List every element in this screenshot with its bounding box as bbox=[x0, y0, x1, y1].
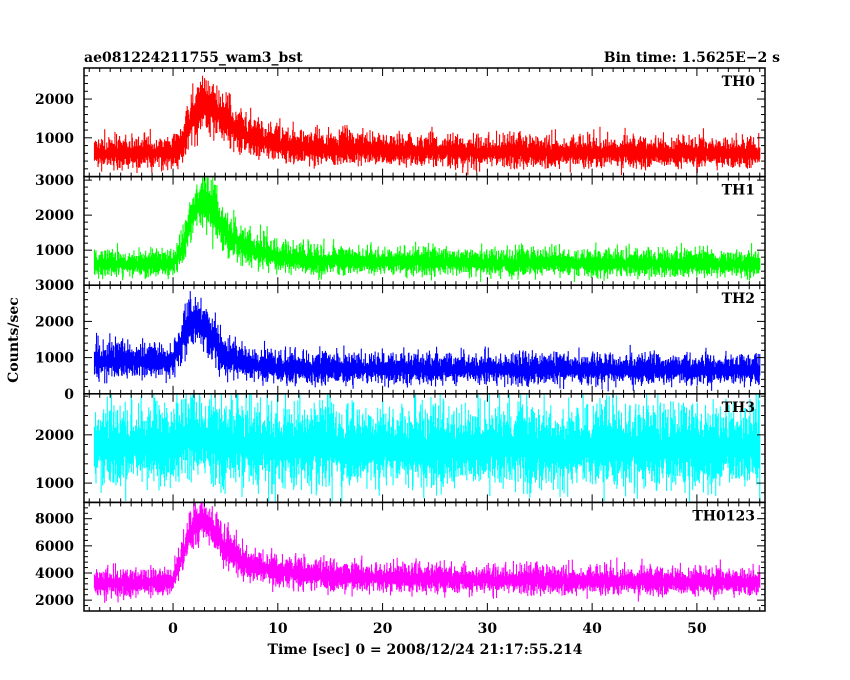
y-tick-label: 0 bbox=[64, 387, 74, 403]
series-th1 bbox=[93, 176, 761, 282]
x-tick-label: 30 bbox=[478, 621, 498, 637]
y-tick-label: 4000 bbox=[35, 566, 74, 582]
panel-th0: 1000 2000 TH0 bbox=[35, 67, 766, 178]
series-th2 bbox=[93, 291, 761, 392]
x-tick-label: 20 bbox=[373, 621, 393, 637]
x-tick-label: 50 bbox=[687, 621, 707, 637]
series-th0 bbox=[93, 75, 761, 176]
y-tick-label: 1000 bbox=[35, 131, 74, 147]
panel-label: TH1 bbox=[722, 183, 755, 199]
y-tick-label: 1000 bbox=[35, 476, 74, 492]
x-axis-label: Time [sec] 0 = 2008/12/24 21:17:55.214 bbox=[268, 642, 583, 658]
panel-label: TH0 bbox=[722, 74, 756, 90]
series-th3 bbox=[93, 393, 761, 503]
panel-th3: 1000 2000 TH3 bbox=[35, 393, 766, 504]
y-axis-label: Counts/sec bbox=[6, 297, 22, 383]
panel-th1: 0 1000 2000 3000 TH1 bbox=[35, 173, 766, 294]
y-tick-label: 2000 bbox=[35, 208, 74, 224]
panel-label: TH0123 bbox=[692, 508, 755, 524]
y-tick-label: 1000 bbox=[35, 351, 74, 367]
panel-label: TH2 bbox=[722, 291, 755, 307]
y-tick-label: 2000 bbox=[35, 92, 74, 108]
y-tick-label: 3000 bbox=[35, 173, 74, 189]
panel-th2: 0 1000 2000 3000 TH2 bbox=[35, 278, 766, 403]
panels-group: 10002000TH00100020003000TH10100020003000… bbox=[35, 67, 766, 637]
y-tick-label: 2000 bbox=[35, 314, 74, 330]
series-th0123 bbox=[93, 502, 761, 603]
x-tick-label: 0 bbox=[168, 621, 178, 637]
y-tick-label: 6000 bbox=[35, 539, 74, 555]
y-tick-label: 2000 bbox=[35, 428, 74, 444]
x-tick-label: 10 bbox=[268, 621, 288, 637]
y-tick-label: 8000 bbox=[35, 512, 74, 528]
bin-time-label: Bin time: 1.5625E−2 s bbox=[604, 50, 780, 66]
y-tick-label: 0 bbox=[64, 278, 74, 294]
panel-label: TH3 bbox=[722, 400, 755, 416]
y-tick-label: 3000 bbox=[35, 278, 74, 294]
x-tick-label: 40 bbox=[582, 621, 602, 637]
y-tick-label: 2000 bbox=[35, 593, 74, 609]
y-tick-label: 1000 bbox=[35, 243, 74, 259]
panel-th0123: 2000 4000 6000 8000 TH0123 bbox=[35, 501, 766, 612]
chart-title: ae081224211755_wam3_bst bbox=[84, 50, 303, 66]
